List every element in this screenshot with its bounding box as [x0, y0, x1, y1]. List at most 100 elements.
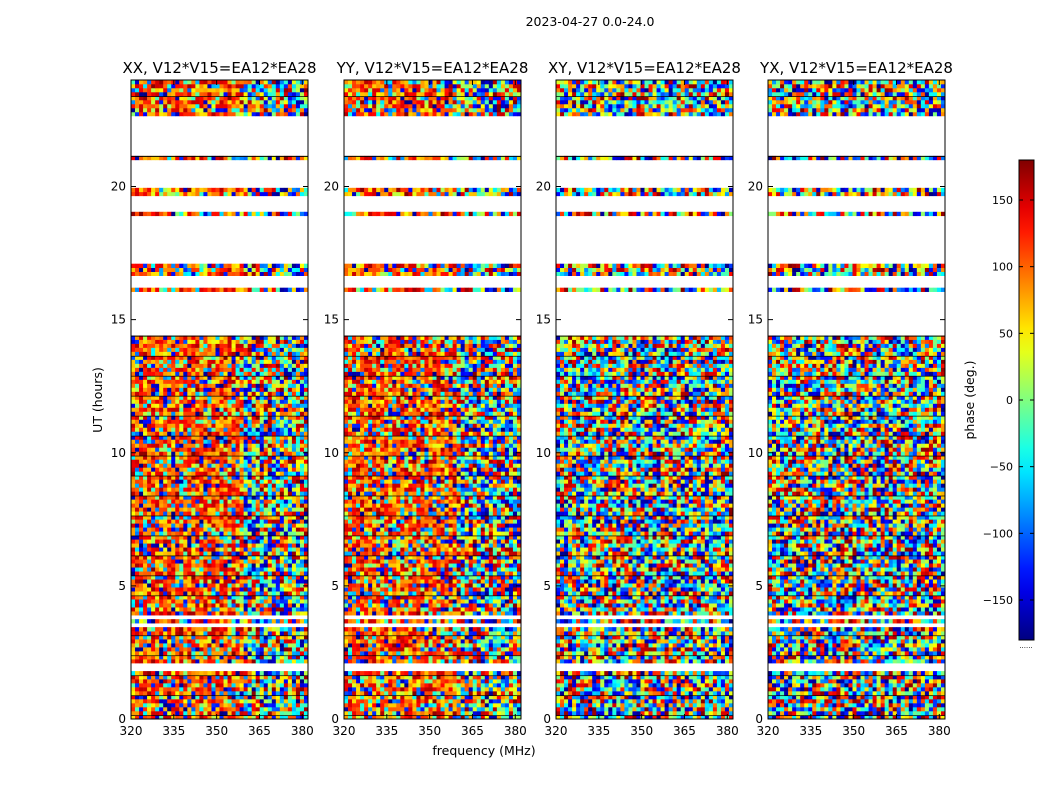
x-tick-label: 365 — [885, 724, 908, 738]
x-tick-label: 380 — [716, 724, 739, 738]
row-separator — [556, 95, 733, 97]
panel-frame — [555, 79, 734, 720]
row-separator — [768, 655, 945, 657]
row-separator — [556, 555, 733, 557]
y-tick-label: 20 — [748, 180, 763, 194]
row-separator — [131, 475, 308, 477]
y-tick-label: 5 — [755, 579, 763, 593]
row-separator — [131, 355, 308, 357]
row-separator — [556, 395, 733, 397]
row-separator — [556, 595, 733, 597]
row-separator — [768, 595, 945, 597]
x-tick-label: 320 — [120, 724, 143, 738]
row-separator — [556, 675, 733, 677]
row-separator — [131, 375, 308, 377]
colorbar-tick-label: −150 — [983, 594, 1013, 607]
panel-frame — [130, 79, 309, 720]
y-tick-label: 15 — [111, 313, 126, 327]
phase-heatmap — [344, 80, 521, 719]
panel-frame — [767, 79, 946, 720]
row-separator — [768, 95, 945, 97]
row-separator — [131, 595, 308, 597]
row-separator — [131, 535, 308, 537]
y-tick-label: 20 — [111, 180, 126, 194]
row-separator — [344, 675, 521, 677]
row-separator — [556, 575, 733, 577]
y-tick-label: 10 — [324, 446, 339, 460]
y-tick-label: 15 — [324, 313, 339, 327]
row-separator — [556, 415, 733, 417]
y-axis-label: UT (hours) — [90, 367, 105, 433]
row-separator — [344, 515, 521, 517]
panel-title: XY, V12*V15=EA12*EA28 — [548, 59, 741, 77]
panel-title: YX, V12*V15=EA12*EA28 — [759, 59, 953, 77]
x-tick-label: 335 — [587, 724, 610, 738]
x-tick-label: 365 — [461, 724, 484, 738]
row-separator — [768, 395, 945, 397]
row-separator — [131, 495, 308, 497]
row-separator — [768, 435, 945, 437]
row-separator — [131, 695, 308, 697]
panel-1: XX, V12*V15=EA12*EA28 320 335 350 365 380 0 5 10… — [111, 59, 317, 738]
x-tick-label: 335 — [799, 724, 822, 738]
row-separator — [556, 515, 733, 517]
x-tick-label: 350 — [205, 724, 228, 738]
row-separator — [344, 495, 521, 497]
row-separator — [768, 415, 945, 417]
row-separator — [768, 455, 945, 457]
row-separator — [556, 635, 733, 637]
row-separator — [131, 555, 308, 557]
row-separator — [131, 335, 308, 337]
panel-frame — [343, 79, 522, 720]
row-separator — [344, 375, 521, 377]
row-separator — [556, 335, 733, 337]
colorbar: 150 100 50 0 −50 −100 −150 phase (deg.)...... — [962, 159, 1035, 650]
row-separator — [344, 335, 521, 337]
row-separator — [344, 455, 521, 457]
y-tick-label: 10 — [748, 446, 763, 460]
x-tick-label: 380 — [504, 724, 527, 738]
row-separator — [768, 355, 945, 357]
row-separator — [344, 575, 521, 577]
phase-heatmap — [131, 80, 308, 719]
row-separator — [131, 635, 308, 637]
x-tick-label: 365 — [673, 724, 696, 738]
row-separator — [344, 95, 521, 97]
row-separator — [768, 715, 945, 717]
row-separator — [131, 95, 308, 97]
x-tick-label: 365 — [248, 724, 271, 738]
y-tick-label: 15 — [536, 313, 551, 327]
row-separator — [768, 635, 945, 637]
row-separator — [768, 675, 945, 677]
y-tick-label: 0 — [331, 712, 339, 726]
row-separator — [344, 355, 521, 357]
x-tick-label: 335 — [375, 724, 398, 738]
row-separator — [344, 715, 521, 717]
y-tick-label: 5 — [118, 579, 126, 593]
y-tick-label: 0 — [543, 712, 551, 726]
y-tick-label: 0 — [755, 712, 763, 726]
colorbar-tick-label: 100 — [992, 261, 1013, 274]
row-separator — [768, 575, 945, 577]
row-separator — [556, 655, 733, 657]
colorbar-tick-label: −100 — [983, 527, 1013, 540]
row-separator — [131, 455, 308, 457]
row-separator — [768, 535, 945, 537]
row-separator — [344, 475, 521, 477]
row-separator — [556, 715, 733, 717]
colorbar-tick-label: 50 — [999, 327, 1013, 340]
x-tick-label: 380 — [291, 724, 314, 738]
x-tick-label: 350 — [418, 724, 441, 738]
x-axis-label: frequency (MHz) — [432, 743, 535, 758]
row-separator — [556, 535, 733, 537]
row-separator — [131, 655, 308, 657]
colorbar-under-text: ...... — [1019, 642, 1032, 650]
figure-suptitle: 2023-04-27 0.0-24.0 — [526, 14, 655, 29]
panel-4: YX, V12*V15=EA12*EA28 320 335 350 365 380 0 5 10… — [748, 59, 953, 738]
phase-heatmap — [556, 80, 733, 719]
row-separator — [344, 535, 521, 537]
row-separator — [556, 155, 733, 157]
panel-title: XX, V12*V15=EA12*EA28 — [122, 59, 316, 77]
y-tick-label: 10 — [111, 446, 126, 460]
